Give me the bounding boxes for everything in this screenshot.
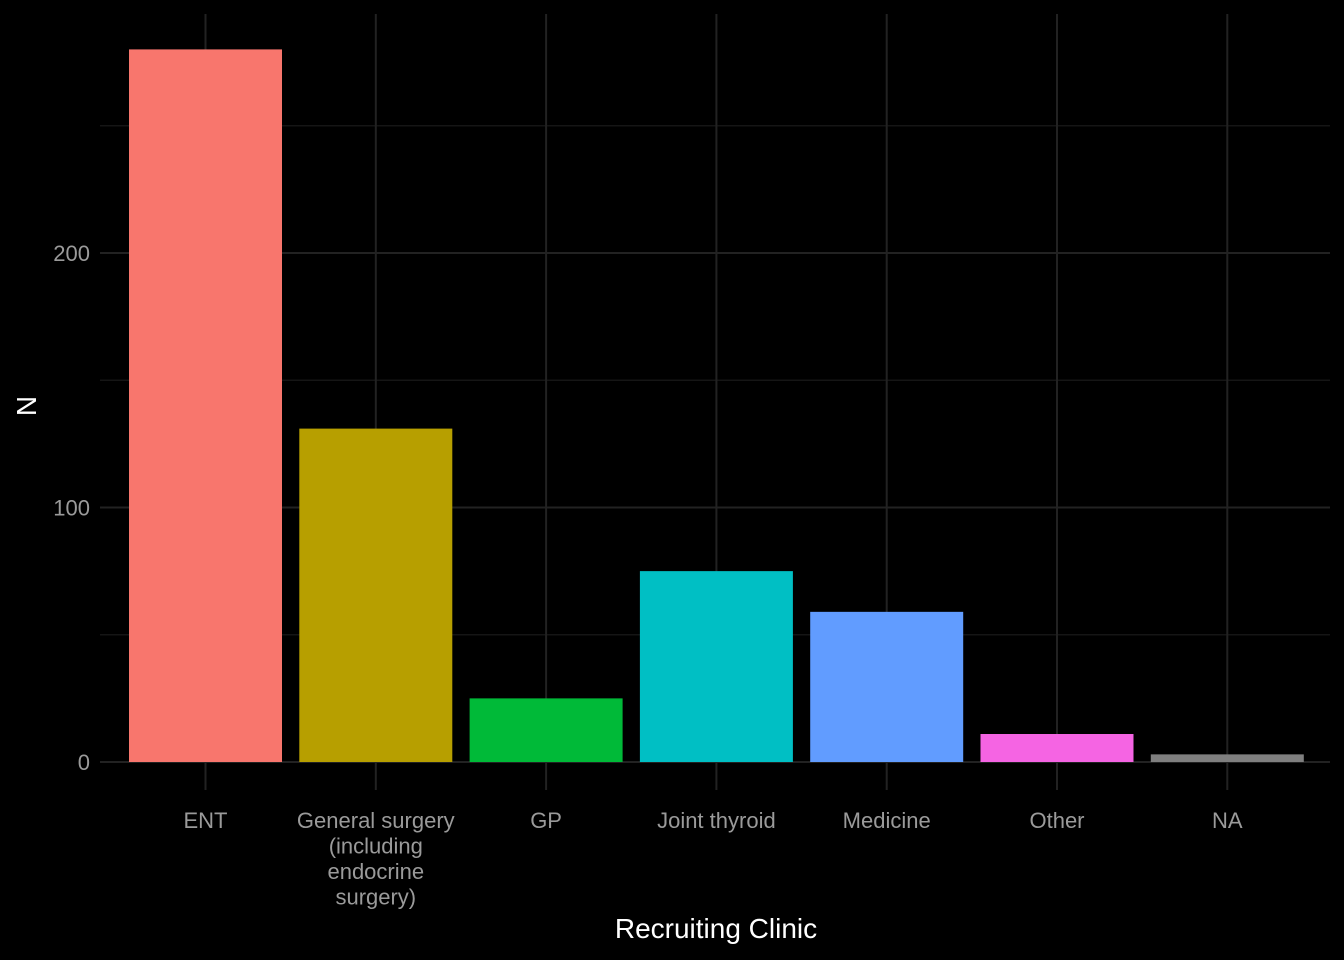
x-tick-label: General surgery (including endocrine surger…	[297, 808, 455, 910]
x-tick-label: NA	[1212, 808, 1243, 833]
bar	[129, 49, 282, 762]
bar	[639, 571, 793, 762]
y-tick-label: 100	[53, 496, 90, 521]
bar	[980, 734, 1134, 762]
y-axis-title: N	[11, 396, 42, 416]
y-tick-label: 0	[78, 750, 90, 775]
y-tick-label: 200	[53, 241, 90, 266]
x-tick-label: Other	[1029, 808, 1084, 833]
bar	[469, 698, 623, 762]
x-axis-title: Recruiting Clinic	[615, 913, 817, 944]
x-tick-label: Joint thyroid	[657, 808, 776, 833]
x-tick-label: ENT	[184, 808, 228, 833]
bars	[129, 49, 1304, 762]
bar	[1150, 754, 1304, 762]
x-tick-label: GP	[530, 808, 562, 833]
bar	[810, 611, 964, 762]
bar	[299, 428, 453, 762]
x-axis-tick-labels: ENT General surgery (including endocrine sur…	[184, 808, 1243, 910]
y-axis-tick-labels: 0 100 200	[53, 241, 90, 775]
x-tick-label: Medicine	[843, 808, 931, 833]
